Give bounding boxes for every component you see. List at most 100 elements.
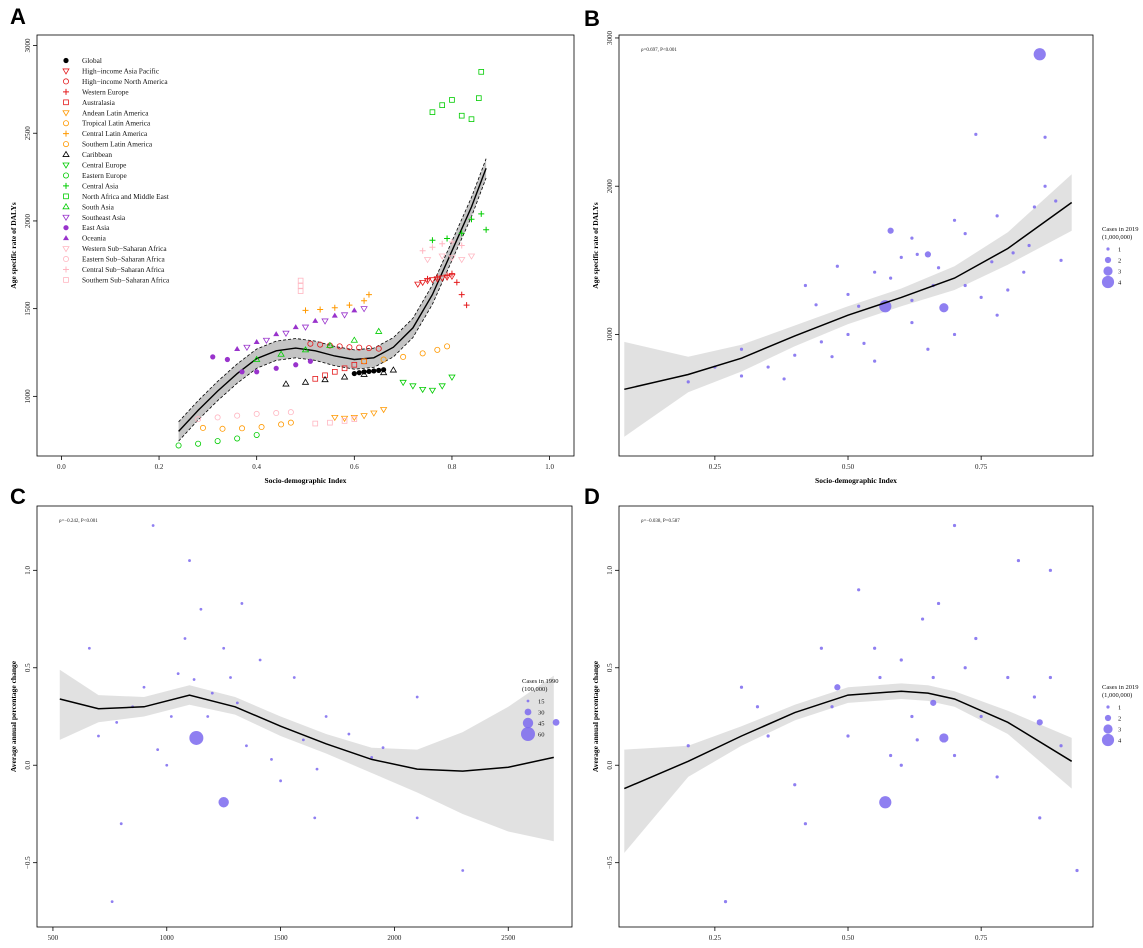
data-point [1033,48,1046,61]
data-point [428,277,437,284]
data-point [1059,258,1063,262]
data-point [321,318,329,325]
data-point [218,797,229,808]
data-point [1059,744,1063,748]
data-point [478,69,485,75]
data-point [979,714,983,719]
data-point [1006,288,1010,292]
data-point [463,302,470,309]
y-tick-label: 2000 [24,213,32,228]
confidence-band [178,158,487,442]
legend-symbol [1101,733,1115,747]
data-point [434,346,441,353]
data-point [448,270,455,277]
data-point [873,359,877,363]
correlation-annotation: ρ=−0.038, P=0.587 [641,519,680,524]
data-point [239,369,245,375]
data-point [478,210,485,217]
x-tick-label: 2000 [387,934,402,942]
x-tick-label: 0.25 [709,934,722,942]
data-point [846,332,850,337]
data-point [419,350,426,357]
data-point [793,353,797,357]
data-point [468,116,475,123]
y-axis-title: Average annual percentage change [591,660,600,772]
data-point [110,900,114,904]
data-point [939,733,949,743]
x-tick-label: 1000 [160,934,175,942]
data-point [857,588,861,592]
series-18 [423,253,476,264]
data-point [924,251,931,258]
legend-entry: Southern Sub−Saharan Africa [82,275,170,284]
data-point [297,288,304,294]
data-point [301,738,305,742]
panel-label-d: D [584,484,600,509]
data-point [315,767,319,771]
panel-label-b: B [584,6,600,31]
data-point [899,658,903,662]
legend-symbol [1104,714,1112,722]
y-axis-title: Age specific rate of DALYs [591,202,600,288]
data-point [234,412,241,419]
legend-d: Cases in 2019(1,000,000) 1 2 3 4 [1101,684,1138,747]
data-point [1054,199,1058,203]
data-point [297,283,304,289]
series-15 [243,306,368,352]
data-point [899,763,903,767]
series-21 [297,277,358,427]
x-tick-label: 2500 [501,934,516,942]
data-point [192,678,196,681]
correlation-annotation: ρ=0.697, P<0.001 [641,48,677,53]
data-point [169,715,173,718]
data-point [235,701,239,705]
legend-c: Cases in 1990(100,000) 15 30 45 60 [521,678,558,741]
data-point [350,415,359,422]
data-point [189,730,204,745]
legend-symbol [521,727,535,741]
legend-label: 3 [1118,269,1121,276]
data-point [199,607,203,611]
data-point [188,559,191,562]
data-point [449,97,455,103]
data-point [448,255,456,262]
legend-entry: Western Sub−Saharan Africa [82,244,167,253]
legend-entry: High−income Asia Pacific [82,66,160,75]
data-point [356,370,362,376]
x-tick-label: 0.2 [155,463,164,471]
data-point [62,203,70,210]
legend-label: 2 [1118,716,1121,723]
x-tick-label: 0.50 [842,463,855,471]
legend-label: 60 [538,732,545,739]
series-5 [331,407,388,423]
data-point [63,57,69,64]
legend-entry: Australasia [82,98,116,107]
legend-label: 3 [1118,727,1121,734]
data-point [400,353,407,360]
x-tick-label: 0.25 [709,463,722,471]
data-point [219,425,226,432]
data-point [952,332,957,337]
data-point [214,414,221,421]
data-point [1038,816,1042,820]
data-point [723,900,728,904]
x-tick-label: 0.0 [57,463,66,471]
y-tick-label: 1500 [24,301,32,316]
data-point [63,182,69,189]
data-point [879,796,892,809]
legend-symbol [1103,724,1113,734]
y-tick-label: 1.0 [606,565,614,574]
data-point [63,172,70,179]
points-c [87,524,560,904]
legend-entry: Central Asia [82,181,119,190]
data-point [317,306,324,313]
data-point [183,637,187,640]
data-point [270,757,273,761]
data-point [379,368,388,376]
data-point [229,676,232,679]
data-point [429,244,436,251]
data-point [1016,558,1021,563]
data-point [351,416,358,422]
legend-subtitle: (1,000,000) [1102,692,1132,699]
